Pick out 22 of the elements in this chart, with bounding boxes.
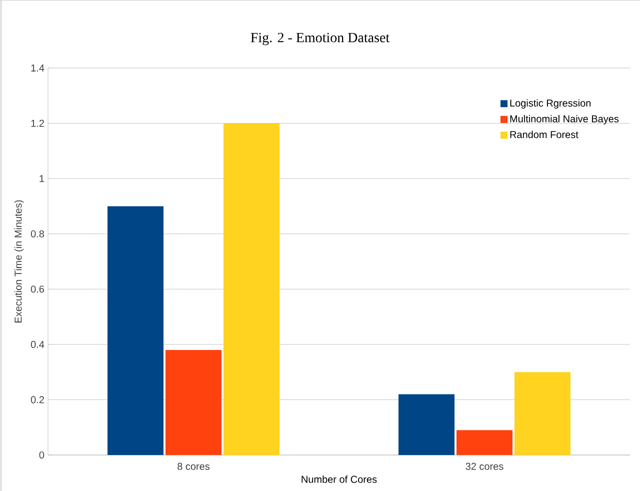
chart-title: Fig. 2 - Emotion Dataset — [250, 32, 390, 46]
bar — [514, 372, 570, 455]
y-tick-label: 0.8 — [30, 230, 44, 238]
y-tick-label: 1 — [40, 175, 44, 182]
bar — [224, 123, 280, 455]
legend-label: Random Forest — [510, 130, 578, 138]
y-tick-label: 1.2 — [31, 120, 44, 127]
legend-label: Multinomial Naive Bayes — [510, 115, 619, 124]
y-tick-label: 0.4 — [30, 340, 44, 348]
bar — [108, 206, 164, 455]
y-tick-label: 0 — [39, 451, 44, 459]
bar — [166, 350, 222, 455]
x-tick-label: 8 cores — [178, 462, 210, 470]
y-axis-title: Execution Time (in Minutes) — [14, 200, 24, 322]
bar — [456, 430, 512, 455]
y-tick-label: 0.6 — [30, 286, 44, 293]
x-axis-title: Number of Cores — [302, 476, 377, 483]
bar — [398, 394, 454, 455]
x-tick-label: 32 cores — [466, 462, 504, 470]
y-tick-label: 1.4 — [31, 64, 44, 72]
legend-label: Logistic Rgression — [510, 99, 591, 109]
y-tick-label: 0.2 — [30, 396, 44, 404]
